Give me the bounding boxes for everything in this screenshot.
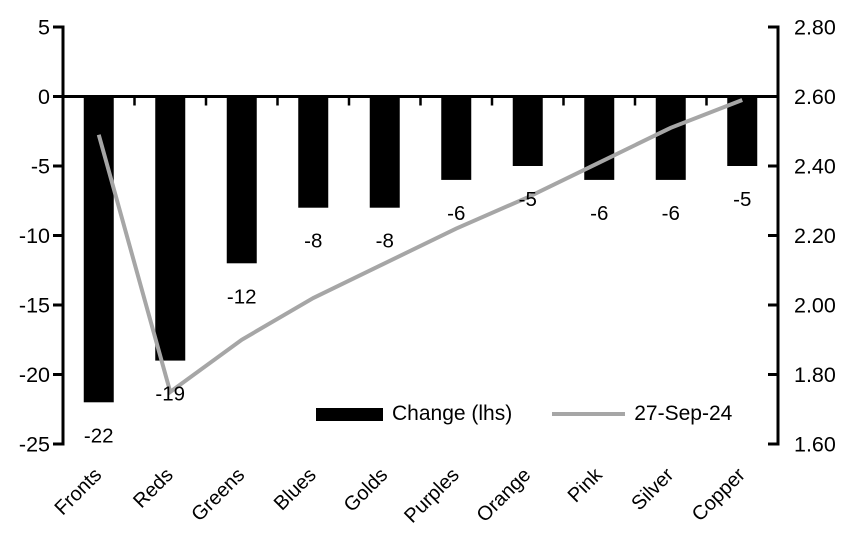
- bar-data-label: -8: [304, 230, 322, 253]
- right-axis-label: 2.60: [794, 85, 836, 109]
- trend-line: [96, 98, 743, 396]
- right-axis-label: 2.40: [794, 155, 836, 179]
- bar: [441, 96, 472, 180]
- bar-data-label: -19: [155, 383, 185, 406]
- right-axis-label: 2.80: [794, 16, 836, 40]
- category-label: Blues: [270, 464, 321, 515]
- right-axis-label: 1.60: [794, 433, 836, 457]
- category-label: Purples: [400, 464, 464, 528]
- bar: [155, 96, 186, 361]
- right-axis-label: 2.00: [794, 294, 836, 318]
- bar-data-label: -5: [733, 188, 751, 211]
- category-label: Fronts: [51, 464, 107, 520]
- left-axis-label: -10: [19, 224, 50, 248]
- legend-label-change: Change (lhs): [392, 402, 513, 425]
- category-label: Golds: [340, 464, 393, 517]
- bar: [298, 96, 329, 208]
- category-label: Orange: [473, 464, 536, 527]
- bar-data-label: -22: [84, 424, 114, 447]
- left-axis-label: -5: [31, 155, 50, 179]
- right-axis-label: 1.80: [794, 363, 836, 387]
- left-axis-label: 0: [38, 85, 50, 109]
- legend-line-swatch: [552, 412, 626, 416]
- bar-data-label: -6: [662, 202, 680, 225]
- bar-data-label: -5: [519, 188, 537, 211]
- left-axis-label: -20: [19, 363, 50, 387]
- right-axis-label: 2.20: [794, 224, 836, 248]
- bar-data-label: -6: [447, 202, 465, 225]
- bar-data-label: -8: [376, 230, 394, 253]
- bar: [83, 96, 114, 403]
- category-label: Pink: [564, 463, 608, 507]
- category-label: Silver: [627, 464, 678, 515]
- category-label: Greens: [187, 464, 249, 526]
- bar-data-label: -12: [227, 285, 257, 308]
- bar-data-label: -6: [590, 202, 608, 225]
- left-axis-label: -25: [19, 433, 50, 457]
- left-axis-label: 5: [38, 16, 50, 40]
- category-label: Copper: [688, 464, 750, 526]
- bar: [727, 96, 758, 166]
- legend-label-date: 27-Sep-24: [634, 402, 733, 425]
- legend: Change (lhs) 27-Sep-24: [316, 401, 732, 427]
- bar: [655, 96, 686, 180]
- category-label: Reds: [129, 464, 178, 513]
- legend-bar-swatch: [316, 407, 383, 421]
- left-axis-label: -15: [19, 294, 50, 318]
- bar: [226, 96, 257, 264]
- bar: [512, 96, 543, 166]
- bar: [369, 96, 400, 208]
